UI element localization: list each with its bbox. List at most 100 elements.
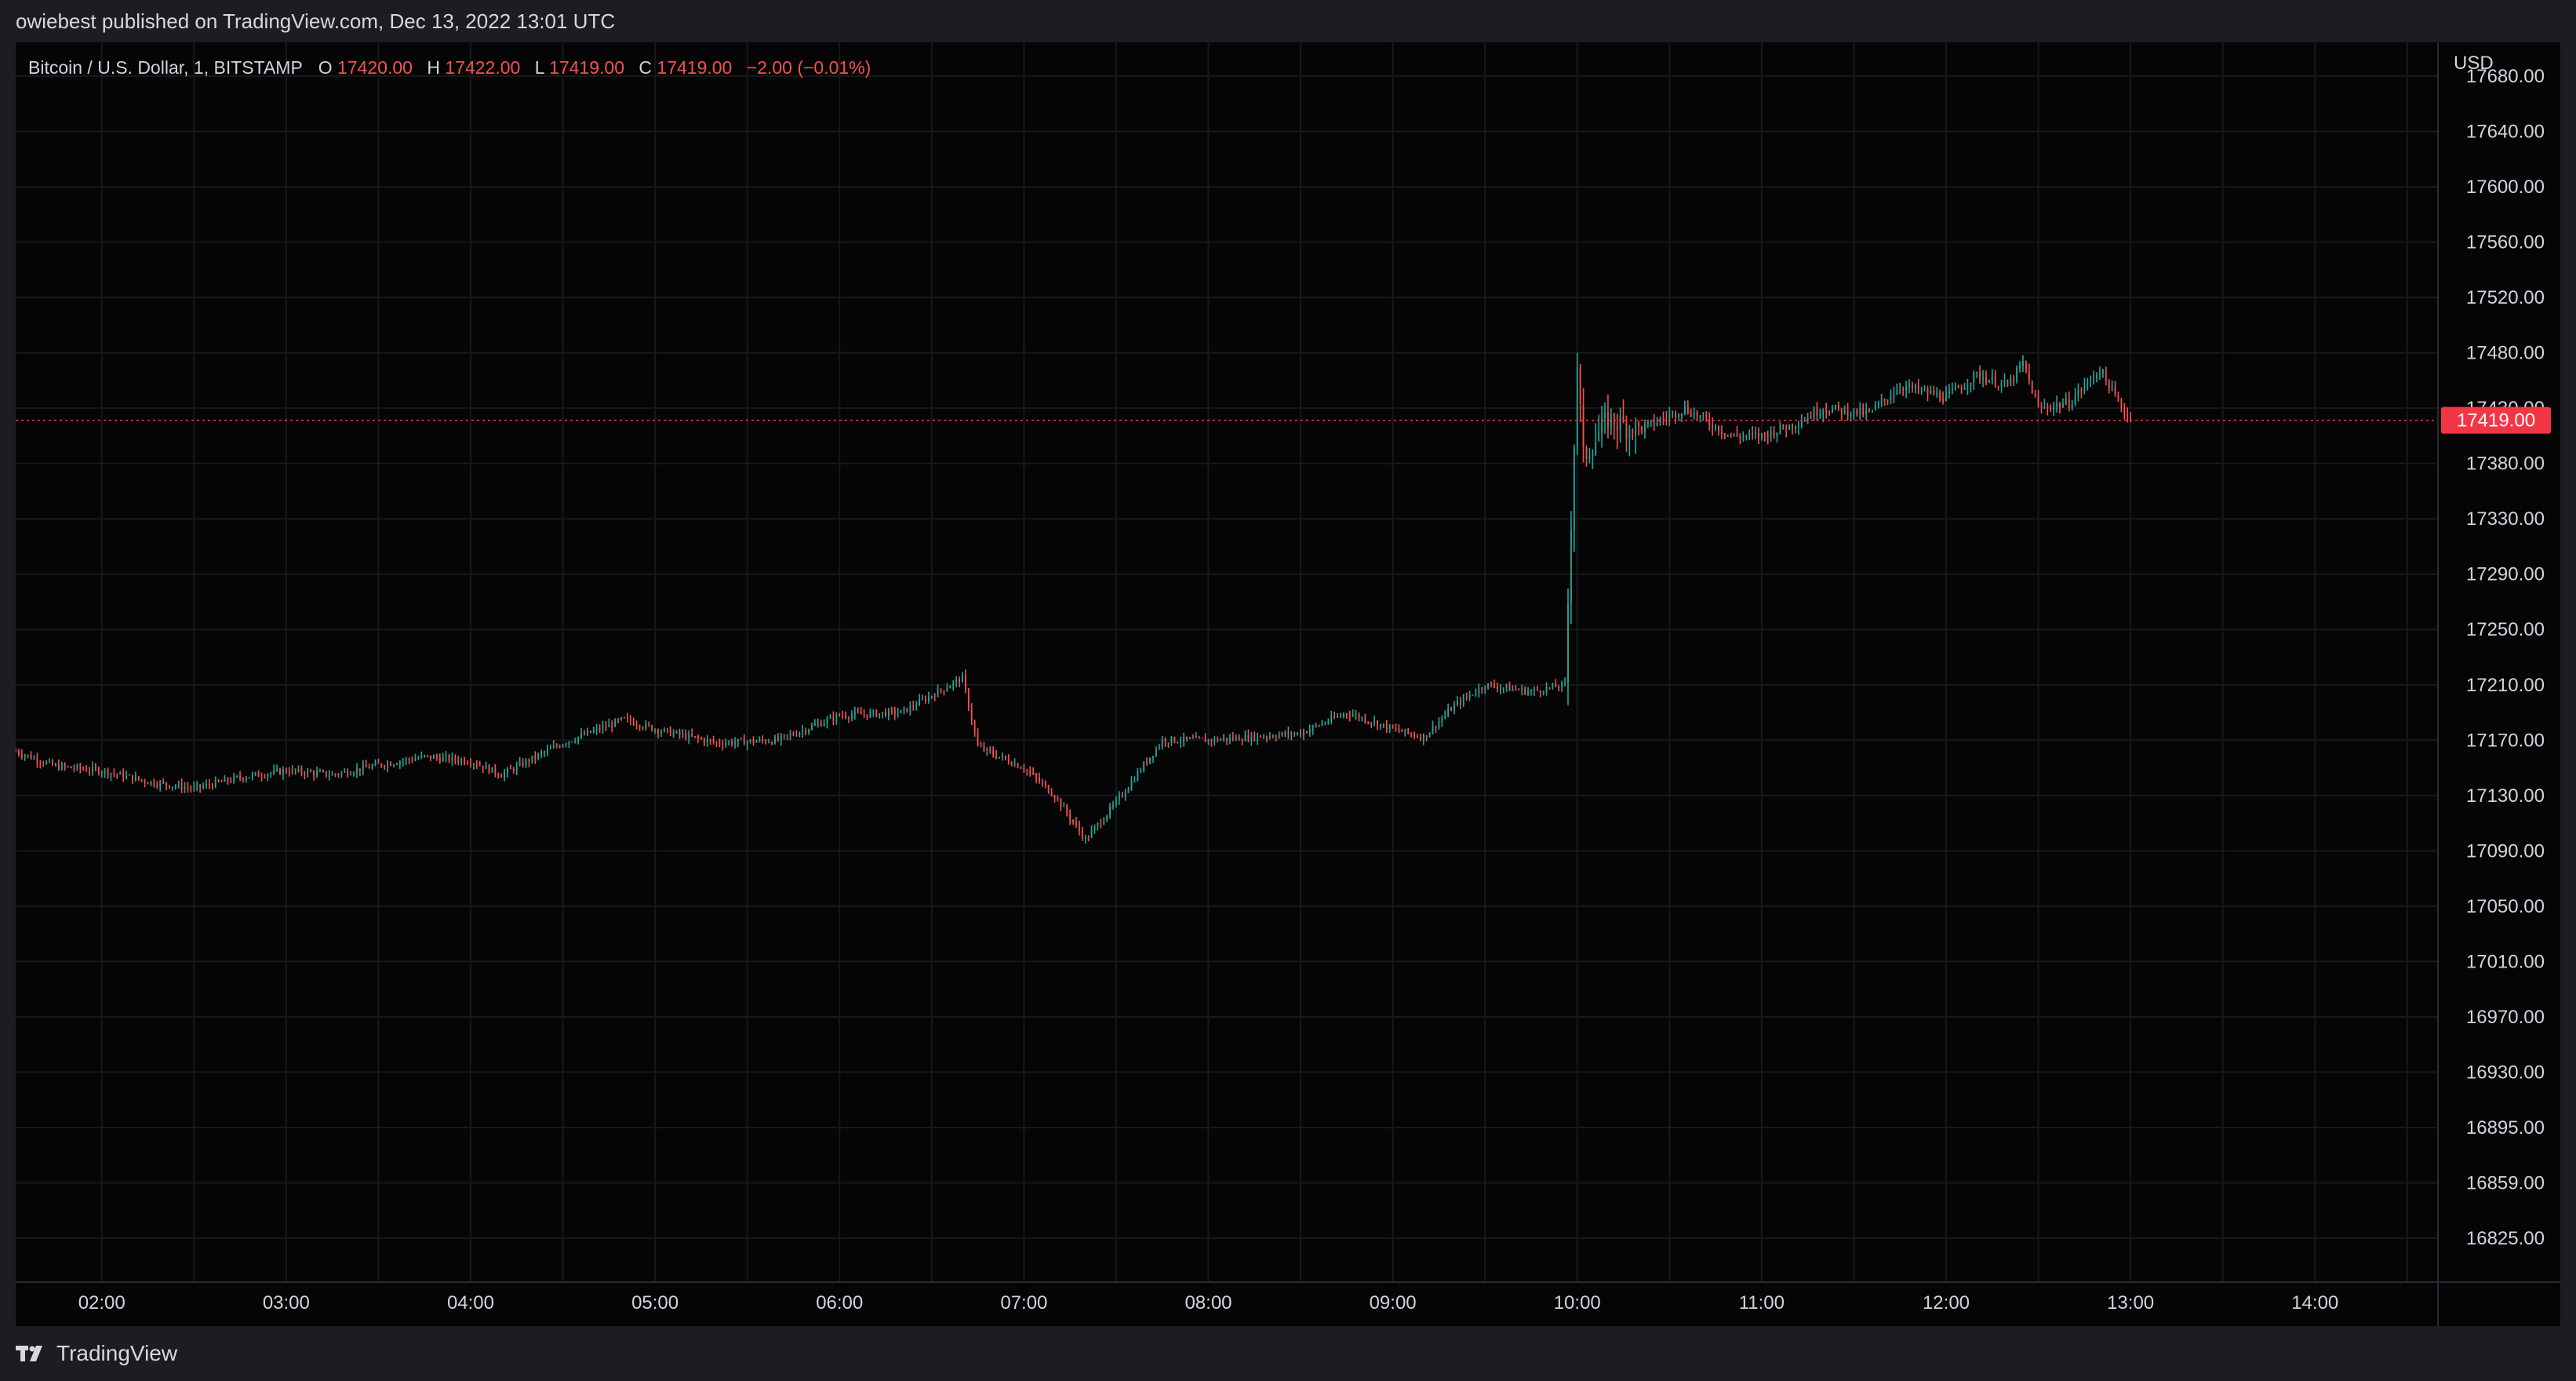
candle-body bbox=[663, 728, 665, 732]
candle-body bbox=[574, 741, 577, 742]
candle-body bbox=[909, 705, 911, 712]
candle-body bbox=[1788, 425, 1791, 430]
candle-body bbox=[408, 759, 410, 760]
candle-body bbox=[1632, 430, 1634, 436]
candle-body bbox=[488, 765, 490, 773]
candle-body bbox=[691, 734, 693, 737]
candle-body bbox=[829, 716, 831, 719]
candle-body bbox=[1696, 412, 1698, 417]
candle-body bbox=[1053, 796, 1056, 799]
candle-body bbox=[119, 772, 122, 775]
candle-body bbox=[267, 774, 269, 778]
candle-body bbox=[933, 696, 936, 698]
candle-body bbox=[190, 788, 192, 789]
candle-body bbox=[472, 763, 475, 765]
y-tick-label: 16970.00 bbox=[2466, 1007, 2545, 1028]
candle-body bbox=[1263, 737, 1264, 738]
candle-body bbox=[685, 733, 687, 739]
candle-body bbox=[765, 740, 767, 743]
candle-body bbox=[1392, 725, 1394, 728]
candle-body bbox=[1957, 386, 1959, 388]
candle-body bbox=[940, 688, 942, 690]
candle-body bbox=[350, 774, 352, 775]
candle-body bbox=[134, 776, 136, 782]
candle-body bbox=[1803, 420, 1806, 422]
candle-body bbox=[1552, 683, 1554, 688]
candle-body bbox=[1936, 392, 1938, 395]
candle-body bbox=[73, 767, 75, 769]
candle-body bbox=[457, 760, 460, 763]
chart-area[interactable]: 17680.00 17640.00 17600.00 17560.00 17520.00… bbox=[16, 42, 2560, 1326]
candle-body bbox=[1072, 819, 1074, 822]
candle-body bbox=[2000, 382, 2003, 387]
candle-body bbox=[1155, 748, 1157, 756]
candle-body bbox=[774, 737, 776, 744]
candle-body bbox=[177, 783, 180, 787]
candle-body bbox=[700, 738, 702, 739]
candle-body bbox=[688, 734, 690, 739]
candle-body bbox=[995, 755, 997, 758]
candle-body bbox=[294, 769, 297, 771]
candle-body bbox=[1933, 390, 1935, 395]
candle-body bbox=[1635, 422, 1637, 436]
candle-body bbox=[703, 738, 705, 743]
candle-body bbox=[1745, 435, 1748, 436]
candle-body bbox=[789, 734, 791, 735]
candle-body bbox=[1604, 412, 1606, 419]
candle-body bbox=[547, 749, 548, 752]
candle-body bbox=[285, 769, 287, 773]
candle-body bbox=[611, 723, 613, 727]
candle-body bbox=[430, 755, 431, 760]
candle-body bbox=[2053, 406, 2055, 410]
candle-body bbox=[848, 717, 850, 719]
candle-body bbox=[802, 730, 804, 733]
candle-body bbox=[371, 765, 373, 769]
candle-body bbox=[1146, 762, 1148, 763]
candle-body bbox=[832, 716, 835, 721]
open-value: 17420.00 bbox=[337, 57, 413, 78]
x-tick-label: 08:00 bbox=[1184, 1292, 1232, 1314]
candle-body bbox=[1232, 737, 1234, 740]
candle-body bbox=[882, 712, 883, 714]
candle-body bbox=[973, 720, 976, 733]
candle-body bbox=[863, 714, 865, 716]
candle-body bbox=[18, 751, 20, 755]
candle-body bbox=[2127, 414, 2129, 417]
candle-body bbox=[20, 754, 23, 757]
publish-line: owiebest published on TradingView.com, D… bbox=[16, 9, 616, 33]
candle-body bbox=[1628, 430, 1631, 439]
candle-body bbox=[1385, 723, 1388, 730]
candle-body bbox=[1023, 768, 1025, 771]
price-chart[interactable]: 17680.00 17640.00 17600.00 17560.00 17520.00… bbox=[16, 42, 2560, 1326]
candle-body bbox=[1548, 687, 1551, 688]
candle-body bbox=[442, 756, 444, 762]
candle-body bbox=[992, 750, 995, 756]
candle-body bbox=[387, 763, 389, 767]
candle-body bbox=[1908, 384, 1910, 388]
candle-body bbox=[1213, 738, 1216, 742]
candle-body bbox=[1930, 390, 1932, 394]
candle-body bbox=[805, 730, 807, 733]
candle-body bbox=[1039, 778, 1040, 782]
candle-body bbox=[2105, 370, 2107, 381]
x-tick-label: 04:00 bbox=[447, 1292, 494, 1314]
candle-body bbox=[589, 731, 591, 733]
candle-body bbox=[893, 709, 896, 715]
candle-body bbox=[433, 756, 435, 760]
tradingview-logo[interactable]: TradingView bbox=[16, 1341, 177, 1366]
tradingview-logo-icon bbox=[16, 1346, 42, 1361]
candle-body bbox=[1795, 426, 1796, 428]
candle-body bbox=[1650, 420, 1652, 422]
candle-body bbox=[1358, 714, 1360, 719]
candle-body bbox=[1806, 417, 1809, 421]
candle-body bbox=[1776, 432, 1778, 437]
candle-body bbox=[322, 771, 324, 772]
candle-body bbox=[113, 773, 115, 774]
candle-body bbox=[915, 705, 918, 707]
candle-body bbox=[156, 785, 158, 787]
candle-body bbox=[1607, 412, 1609, 428]
candle-body bbox=[1595, 441, 1597, 454]
candle-body bbox=[2031, 380, 2033, 394]
y-tick-label: 16930.00 bbox=[2466, 1062, 2545, 1083]
candle-body bbox=[45, 761, 48, 764]
